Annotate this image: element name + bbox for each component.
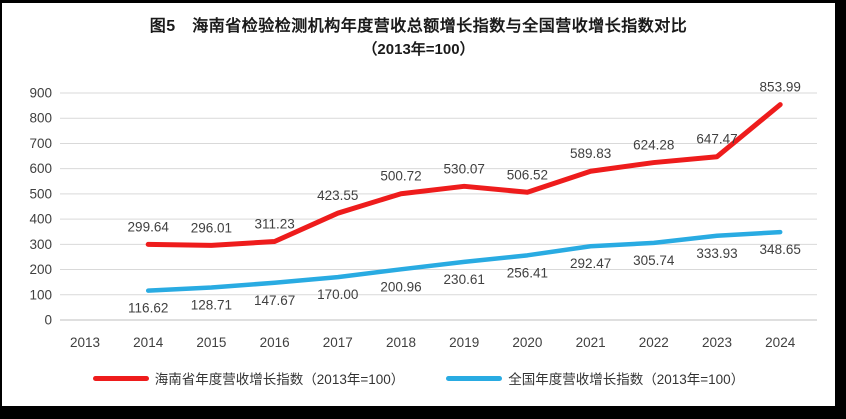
y-tick-label: 0	[44, 313, 52, 328]
series-line-hainan	[145, 102, 783, 248]
chart-legend: 海南省年度营收增长指数（2013年=100） 全国年度营收增长指数（2013年=…	[2, 366, 835, 390]
data-label: 333.93	[696, 246, 737, 261]
data-label: 647.47	[696, 132, 737, 147]
legend-item-national: 全国年度营收增长指数（2013年=100）	[446, 368, 744, 388]
data-label: 506.52	[507, 167, 548, 182]
x-tick-label: 2013	[70, 335, 100, 350]
data-label: 292.47	[570, 256, 611, 271]
data-label: 147.67	[254, 293, 295, 308]
x-tick-label: 2014	[133, 335, 164, 350]
x-tick-label: 2020	[512, 335, 542, 350]
data-label: 348.65	[760, 242, 801, 257]
x-tick-label: 2022	[639, 335, 669, 350]
data-label: 128.71	[191, 298, 232, 313]
chart-title: 图5 海南省检验检测机构年度营收总额增长指数与全国营收增长指数对比	[149, 18, 688, 35]
data-label: 853.99	[760, 80, 801, 95]
y-tick-label: 500	[29, 186, 52, 201]
data-label: 230.61	[444, 272, 485, 287]
y-tick-label: 300	[29, 237, 52, 252]
data-label: 170.00	[317, 287, 358, 302]
chart-subtitle: （2013年=100）	[362, 41, 475, 58]
series-line-national	[145, 229, 783, 293]
y-tick-label: 200	[29, 262, 52, 277]
x-tick-label: 2023	[702, 335, 732, 350]
data-label: 200.96	[380, 279, 421, 294]
data-label: 423.55	[317, 188, 358, 203]
data-label: 624.28	[633, 138, 674, 153]
x-tick-label: 2021	[576, 335, 606, 350]
x-tick-label: 2017	[323, 335, 353, 350]
y-tick-label: 900	[29, 86, 52, 101]
x-tick-label: 2019	[449, 335, 479, 350]
data-label: 530.07	[444, 161, 485, 176]
data-label: 500.72	[380, 169, 421, 184]
x-tick-label: 2015	[196, 335, 226, 350]
data-label: 256.41	[507, 265, 548, 280]
legend-item-hainan: 海南省年度营收增长指数（2013年=100）	[92, 368, 405, 388]
x-tick-label: 2018	[386, 335, 416, 350]
chart-svg: 0 100 200 300 400 500 600 700 800 900 2013 2014 2015…	[29, 80, 817, 350]
data-label: 305.74	[633, 253, 675, 268]
x-tick-label: 2016	[260, 335, 290, 350]
y-tick-label: 800	[29, 111, 52, 126]
data-label: 299.64	[128, 219, 170, 234]
y-tick-label: 400	[29, 212, 52, 227]
y-tick-label: 600	[29, 161, 52, 176]
legend-swatch-hainan	[92, 375, 149, 381]
legend-label-hainan: 海南省年度营收增长指数（2013年=100）	[154, 372, 405, 387]
data-label: 296.01	[191, 220, 232, 235]
legend-swatch-national	[446, 375, 503, 381]
y-tick-label: 100	[29, 287, 52, 302]
data-label: 589.83	[570, 146, 611, 161]
data-label: 116.62	[128, 301, 168, 316]
x-tick-label: 2024	[765, 335, 796, 350]
data-label: 311.23	[254, 217, 294, 232]
legend-label-national: 全国年度营收增长指数（2013年=100）	[508, 372, 745, 387]
y-tick-label: 700	[29, 136, 52, 151]
